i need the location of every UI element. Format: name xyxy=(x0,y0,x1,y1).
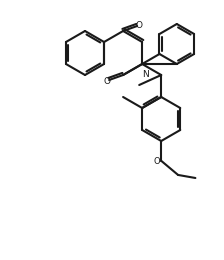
Text: O: O xyxy=(154,157,161,166)
Text: N: N xyxy=(142,69,149,79)
Text: O: O xyxy=(104,76,111,86)
Text: O: O xyxy=(136,21,143,29)
